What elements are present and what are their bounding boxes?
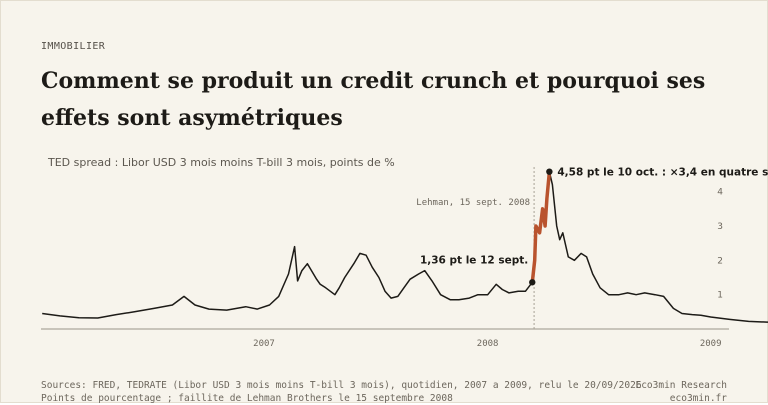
event-label: Lehman, 15 sept. 2008 — [416, 198, 530, 208]
x-tick-label: 2007 — [253, 339, 275, 349]
annotation-point-peak — [546, 168, 553, 175]
annotation-label-peak: 4,58 pt le 10 oct. : ×3,4 en quatre sema… — [557, 167, 768, 179]
page-title: Comment se produit un credit crunch et p… — [41, 68, 706, 131]
x-tick-label: 2008 — [477, 339, 499, 349]
highlight-segment — [530, 169, 552, 285]
brand-name: Eco3min Research — [635, 380, 727, 391]
brand-block: Eco3min Research eco3min.fr — [635, 379, 727, 405]
x-tick-label: 2009 — [700, 339, 722, 349]
y-tick-label: 2 — [717, 256, 723, 266]
brand-url: eco3min.fr — [669, 393, 727, 404]
annotation-point-start — [529, 279, 536, 286]
chart-subtitle: TED spread : Libor USD 3 mois moins T-bi… — [48, 156, 395, 169]
series-line — [42, 170, 768, 323]
source-note: Sources: FRED, TEDRATE (Libor USD 3 mois… — [41, 379, 642, 405]
annotation-label-start: 1,36 pt le 12 sept. — [420, 254, 528, 266]
y-tick-label: 1 — [717, 291, 723, 301]
source-line-1: Sources: FRED, TEDRATE (Libor USD 3 mois… — [41, 380, 642, 391]
y-tick-label: 3 — [717, 222, 723, 232]
source-line-2: Points de pourcentage ; faillite de Lehm… — [41, 393, 453, 404]
section-kicker: IMMOBILIER — [41, 41, 106, 52]
y-tick-label: 4 — [717, 188, 723, 198]
